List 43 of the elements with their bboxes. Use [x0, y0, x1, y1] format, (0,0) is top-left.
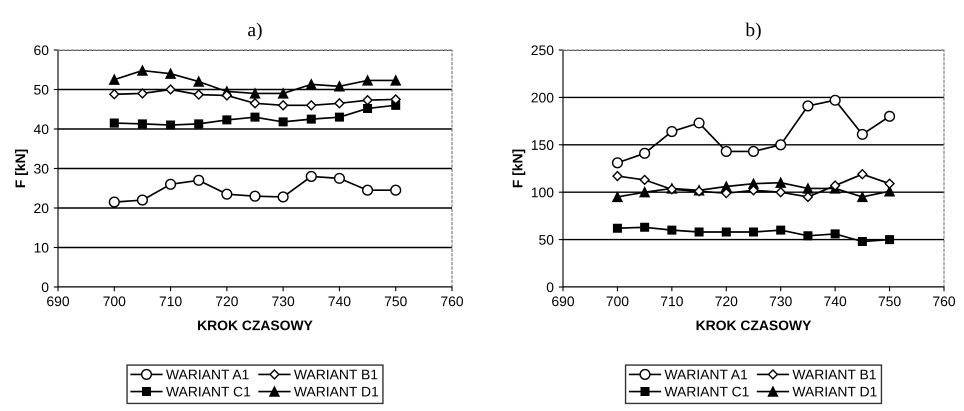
x-tick-label: 730 [272, 296, 294, 306]
chart-title: b) [745, 22, 761, 40]
legend-label: WARIANT B1 [792, 370, 876, 380]
legend-label: WARIANT A1 [166, 370, 249, 380]
y-tick-label: 50 [539, 234, 554, 245]
y-tick-label: 20 [34, 203, 48, 214]
x-tick-label: 750 [384, 296, 407, 306]
legend-label: WARIANT D1 [294, 386, 378, 396]
x-tick-label: 750 [878, 296, 901, 306]
x-tick-label: 690 [47, 296, 70, 306]
x-tick-label: 730 [770, 296, 792, 306]
y-tick-label: 40 [34, 124, 48, 134]
y-tick-label: 0 [546, 282, 554, 292]
x-tick-label: 690 [552, 296, 574, 306]
x-axis-title: KROK CZASOWY [696, 320, 812, 330]
x-tick-label: 760 [933, 296, 956, 306]
x-tick-label: 710 [660, 296, 683, 306]
y-tick-label: 0 [42, 282, 48, 292]
x-tick-label: 740 [328, 296, 350, 306]
legend-label: WARIANT C1 [166, 386, 250, 397]
legend-label: WARIANT A1 [664, 370, 748, 380]
y-axis-title: F [kN] [15, 150, 28, 188]
y-tick-label: 150 [532, 140, 554, 150]
y-axis-title: F [kN] [512, 150, 526, 188]
x-tick-label: 710 [160, 296, 182, 306]
y-tick-label: 100 [532, 188, 554, 198]
y-tick-label: 60 [34, 45, 48, 56]
x-tick-label: 760 [441, 296, 464, 306]
x-axis-title: KROK CZASOWY [198, 320, 313, 330]
y-tick-label: 50 [34, 84, 48, 95]
chart-title: a) [248, 22, 262, 40]
x-tick-label: 700 [606, 296, 628, 306]
y-tick-label: 10 [34, 242, 48, 253]
x-tick-label: 740 [824, 296, 846, 306]
legend-label: WARIANT D1 [792, 386, 877, 396]
y-tick-label: 30 [34, 164, 48, 174]
legend-label: WARIANT B1 [294, 370, 378, 380]
legend-label: WARIANT C1 [664, 386, 749, 397]
x-tick-label: 720 [216, 296, 238, 306]
y-tick-label: 250 [532, 45, 554, 56]
x-tick-label: 720 [715, 296, 738, 306]
y-tick-label: 200 [532, 92, 554, 103]
x-tick-label: 700 [103, 296, 126, 306]
